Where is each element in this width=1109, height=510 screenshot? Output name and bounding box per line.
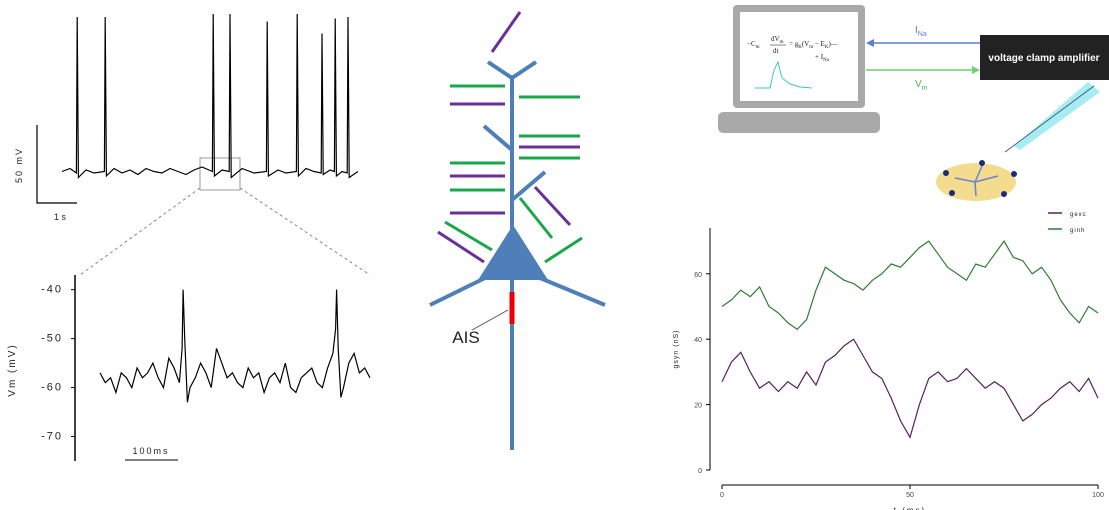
eq-part: − E (813, 40, 825, 48)
equation: = gK(Vm − EK)— (789, 40, 839, 50)
equation: dVm (771, 35, 784, 45)
line (721, 239, 1099, 331)
synapses (437, 11, 583, 264)
ais-pointer (471, 309, 509, 331)
equation: dt (773, 47, 779, 55)
scale-bar (36, 125, 77, 204)
zoom-guide (79, 187, 201, 276)
x-tick-label: 100 (1092, 492, 1104, 499)
screen-trace (755, 60, 813, 89)
eq-part: m (809, 45, 813, 50)
amplifier-label: voltage clamp amplifier (988, 53, 1099, 64)
y-tick-label: -70 (41, 431, 63, 443)
keyboard (718, 112, 880, 133)
y-tick-label: -50 (41, 333, 63, 345)
line (61, 13, 359, 179)
mini-synapses (943, 160, 1017, 197)
y-tick-label: 60 (694, 272, 702, 279)
eq-part: dV (771, 35, 780, 43)
mini-neuron (954, 165, 999, 197)
line (721, 338, 1099, 439)
x-tick-label: 50 (906, 492, 914, 499)
soma (478, 225, 548, 280)
amplifier (980, 35, 1109, 80)
equation: −Cm (747, 40, 760, 50)
y-axis-label: Vm (mV) (7, 343, 18, 396)
eq-part: −C (747, 40, 756, 48)
x-tick-label: 0 (720, 492, 724, 499)
y-tick-label: -60 (41, 382, 63, 394)
line (99, 289, 371, 403)
eq-part: = g (789, 40, 799, 48)
eq-part: (V (802, 40, 809, 48)
zoom-box (199, 157, 241, 191)
scale-bar-label: 100ms (132, 446, 169, 456)
legend-label: gexc (1070, 212, 1087, 218)
eq-part: K (825, 45, 829, 50)
electrode (1014, 82, 1100, 150)
eq-part: m (780, 40, 784, 45)
y-tick-label: 40 (694, 337, 702, 344)
arrow-head (866, 39, 874, 47)
eq-part: m (756, 45, 760, 50)
label-part: Na (918, 31, 927, 38)
scale-bar-label: 50 mV (14, 147, 24, 183)
y-axis-label: gsyn (nS) (673, 330, 680, 369)
eq-part: )— (828, 40, 838, 48)
electrode-wire (1004, 85, 1095, 153)
ais-label: AIS (452, 328, 479, 347)
eq-part: + I (815, 53, 824, 61)
label-part: m (922, 85, 928, 92)
eq-part: K (798, 45, 802, 50)
voltage-label: Vm (915, 79, 928, 92)
scale-bar-label: 1 s (54, 212, 67, 222)
label-part: I (915, 25, 918, 36)
equation: + INa (815, 53, 830, 63)
arrow-head (972, 66, 980, 74)
label-part: V (915, 79, 922, 90)
y-tick-label: -40 (41, 284, 63, 296)
current-label: INa (915, 25, 927, 38)
y-tick-label: 20 (694, 403, 702, 410)
zoom-guide (239, 187, 371, 276)
x-axis-label: t (ms) (894, 506, 926, 510)
eq-part: Na (823, 58, 830, 63)
legend-label: ginh (1070, 228, 1085, 234)
screen (740, 12, 858, 101)
y-tick-label: 0 (698, 468, 702, 475)
